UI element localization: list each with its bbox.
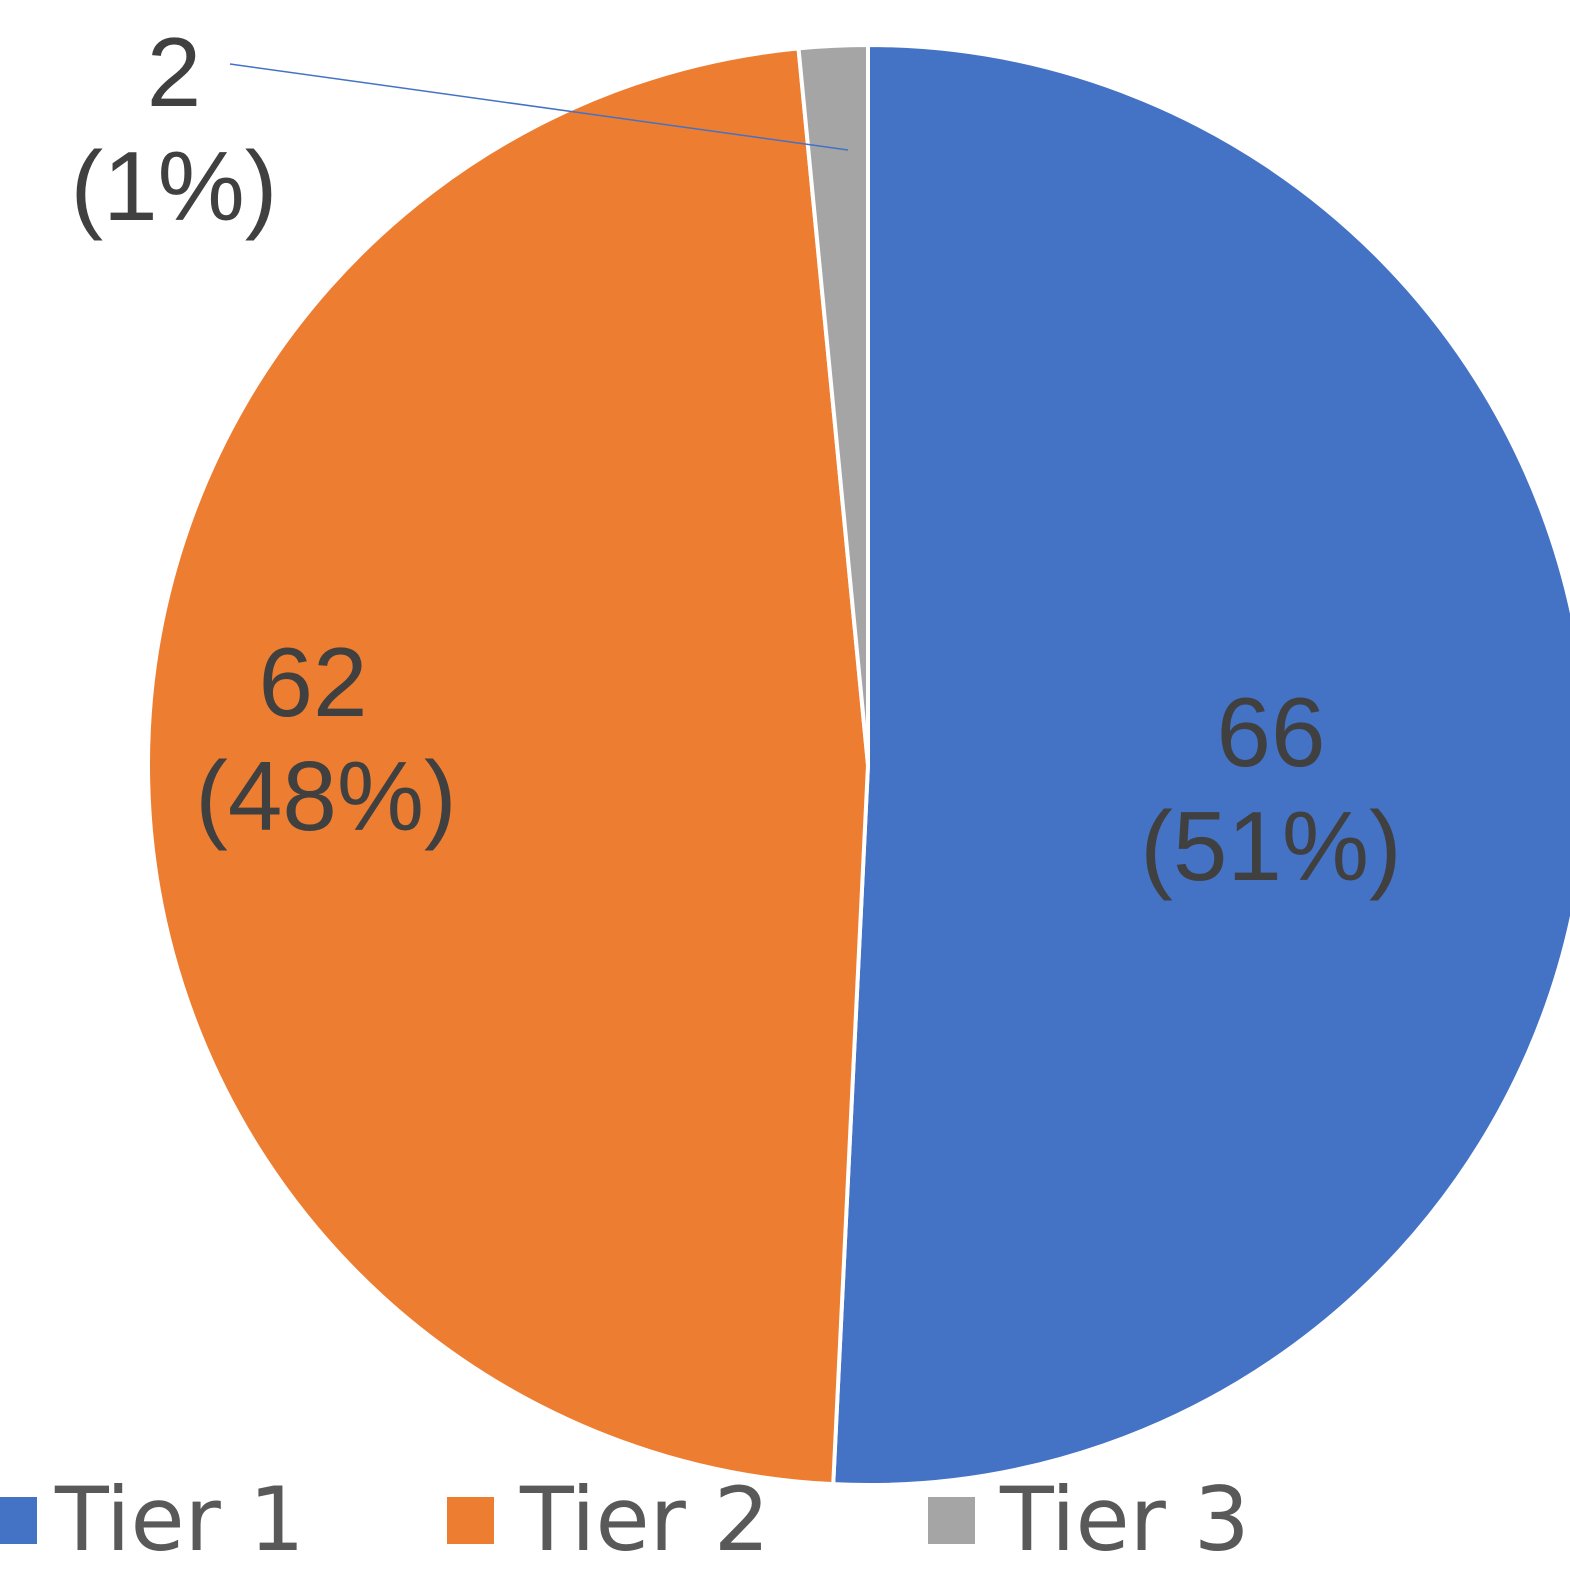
tier-2-value-label: 62 bbox=[258, 627, 367, 737]
tier-3-percent-label: (1%) bbox=[71, 131, 278, 241]
legend: Tier 1 Tier 2 Tier 3 bbox=[0, 1468, 1250, 1569]
legend-swatch-tier-1 bbox=[0, 1497, 37, 1544]
tier-1-value-label: 66 bbox=[1216, 677, 1325, 787]
legend-label-tier-3: Tier 3 bbox=[999, 1468, 1250, 1569]
tier-2-percent-label: (48%) bbox=[195, 741, 456, 851]
tier-3-value-label: 2 bbox=[147, 17, 202, 127]
tier-3-leader-line bbox=[229, 63, 849, 151]
legend-swatch-tier-2 bbox=[447, 1497, 494, 1544]
tier-1-slice bbox=[831, 43, 1570, 1487]
legend-label-tier-1: Tier 1 bbox=[54, 1468, 305, 1569]
tier-3-slice bbox=[796, 43, 870, 767]
tier-1-percent-label: (51%) bbox=[1140, 791, 1401, 901]
tier-2-slice bbox=[146, 46, 870, 1487]
legend-label-tier-2: Tier 2 bbox=[519, 1468, 770, 1569]
legend-swatch-tier-3 bbox=[928, 1497, 975, 1544]
pie-slices bbox=[146, 43, 1570, 1487]
